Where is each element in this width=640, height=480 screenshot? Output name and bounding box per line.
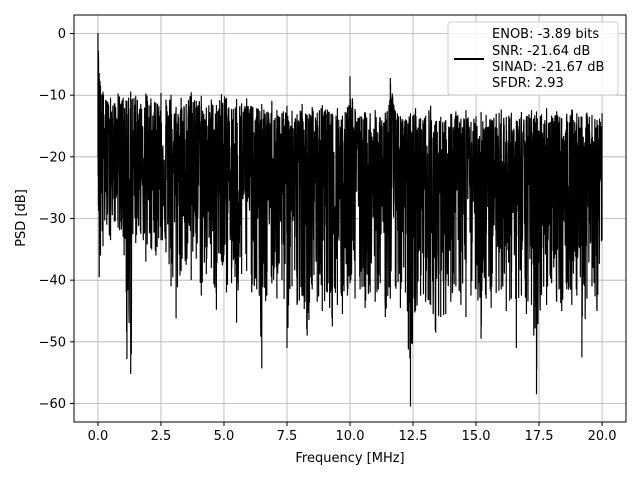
x-axis-ticks: 0.0 2.5 5.0 7.5 10.0 12.5 15.0 17.5 20.0 bbox=[88, 422, 617, 444]
y-tick-label: −60 bbox=[39, 397, 66, 412]
y-tick-label: −40 bbox=[39, 274, 66, 289]
y-tick-label: 0 bbox=[58, 27, 66, 42]
legend-entry-enob: ENOB: -3.89 bits bbox=[492, 27, 599, 42]
legend-box bbox=[447, 21, 619, 96]
y-tick-label: −10 bbox=[39, 89, 66, 104]
y-axis-label: PSD [dB] bbox=[14, 189, 29, 247]
legend: ENOB: -3.89 bits SNR: -21.64 dB SINAD: -… bbox=[447, 21, 619, 96]
y-tick-label: −30 bbox=[39, 212, 66, 227]
y-axis-ticks: 0 −10 −20 −30 −40 −50 −60 bbox=[39, 27, 74, 412]
x-tick-label: 7.5 bbox=[277, 429, 298, 444]
x-tick-label: 10.0 bbox=[336, 429, 365, 444]
x-tick-label: 15.0 bbox=[462, 429, 491, 444]
y-tick-label: −50 bbox=[39, 335, 66, 350]
y-tick-label: −20 bbox=[39, 150, 66, 165]
x-tick-label: 20.0 bbox=[588, 429, 617, 444]
psd-series-line bbox=[97, 32, 603, 407]
x-tick-label: 5.0 bbox=[214, 429, 235, 444]
legend-entry-snr: SNR: -21.64 dB bbox=[492, 44, 590, 59]
x-tick-label: 0.0 bbox=[88, 429, 109, 444]
x-axis-label: Frequency [MHz] bbox=[295, 451, 404, 466]
legend-entry-sinad: SINAD: -21.67 dB bbox=[492, 60, 604, 75]
x-tick-label: 12.5 bbox=[399, 429, 428, 444]
plot-series bbox=[97, 32, 603, 407]
legend-entry-sfdr: SFDR: 2.93 bbox=[492, 76, 564, 91]
x-tick-label: 2.5 bbox=[151, 429, 172, 444]
x-tick-label: 17.5 bbox=[525, 429, 554, 444]
